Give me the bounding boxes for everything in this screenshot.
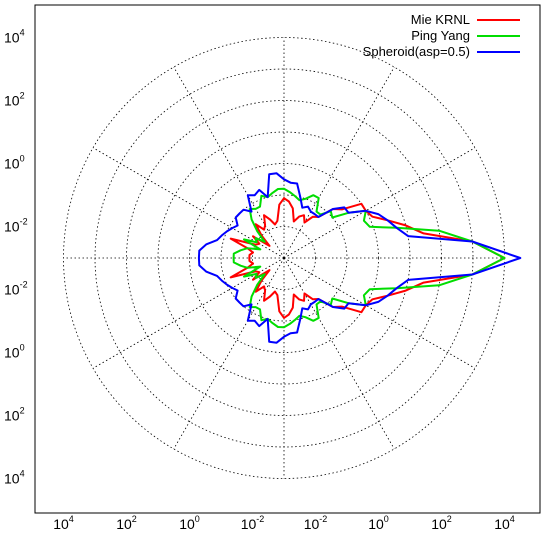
legend-label-2: Spheroid(asp=0.5) (363, 44, 470, 59)
legend-label-0: Mie KRNL (411, 12, 470, 27)
series-curves (197, 172, 522, 344)
grid-ring (252, 226, 316, 290)
y-tick-label-bottom-2: 102 (4, 406, 25, 424)
x-tick-label-7: 104 (494, 514, 515, 532)
x-tick-label-6: 102 (431, 514, 452, 532)
series-line-2 (197, 172, 522, 344)
y-tick-label-top-3: 10-2 (4, 217, 28, 235)
grid-spoke (283, 66, 395, 259)
y-tick-label-bottom-0: 10-2 (4, 280, 28, 298)
x-tick-label-4: 10-2 (304, 514, 328, 532)
tick-labels: 104 102 100 10-2 10-2 100 102 104 104 102 100 10-2 1… (4, 28, 515, 533)
grid-ring (157, 131, 411, 385)
polar-grid (63, 37, 505, 479)
y-tick-label-top-1: 102 (4, 91, 25, 109)
x-tick-label-5: 100 (368, 514, 389, 532)
x-tick-label-1: 102 (116, 514, 137, 532)
x-tick-label-2: 100 (179, 514, 200, 532)
y-tick-label-top-2: 100 (4, 154, 25, 172)
y-tick-label-top-0: 104 (4, 28, 25, 46)
grid-spoke (92, 147, 285, 259)
x-tick-label-0: 104 (53, 514, 74, 532)
grid-spoke (92, 257, 285, 369)
grid-spoke (283, 147, 476, 259)
series-line-1 (232, 187, 506, 329)
legend-label-1: Ping Yang (411, 28, 470, 43)
grid-ring (189, 163, 379, 353)
plot-frame (34, 4, 541, 514)
series-line-0 (229, 197, 506, 319)
x-tick-label-3: 10-2 (241, 514, 265, 532)
y-tick-label-bottom-1: 100 (4, 343, 25, 361)
y-tick-label-bottom-3: 104 (4, 469, 25, 487)
grid-ring (220, 194, 348, 322)
grid-spoke (283, 257, 395, 450)
grid-spoke (283, 257, 476, 369)
